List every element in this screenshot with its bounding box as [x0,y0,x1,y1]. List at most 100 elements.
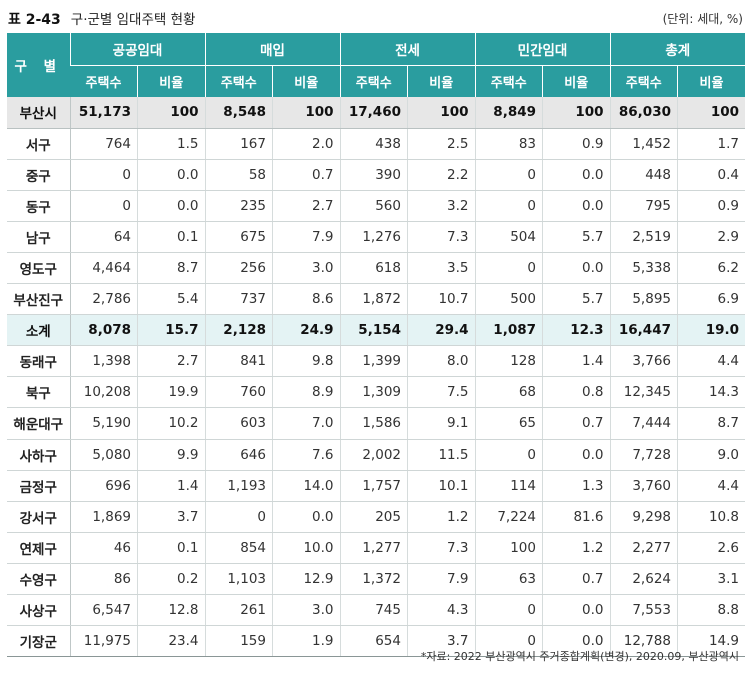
ratio-cell: 8.7 [677,407,745,440]
housing-count-cell: 696 [69,470,138,502]
ratio-cell: 2.0 [272,128,340,160]
housing-count-cell: 8,078 [69,314,138,347]
housing-count-cell: 2,277 [609,532,678,564]
district-header: 구 별 [7,33,70,97]
housing-count-cell: 1,193 [204,470,273,502]
district-name: 사상구 [7,594,71,627]
ratio-cell: 4.4 [677,345,745,378]
ratio-cell: 12.8 [137,594,205,627]
district-name: 중구 [7,159,71,191]
ratio-cell: 1.3 [542,470,610,502]
housing-count-cell: 1,309 [339,376,408,409]
ratio-cell: 7.6 [272,439,340,471]
ratio-cell: 9.8 [272,345,340,378]
housing-count-cell: 7,224 [474,501,543,533]
housing-count-cell: 2,519 [609,221,678,253]
ratio-cell: 3.1 [677,563,745,596]
housing-count-cell: 854 [204,532,273,564]
ratio-cell: 100 [677,97,745,129]
table-title: 구·군별 임대주택 현황 [70,11,196,28]
housing-count-cell: 16,447 [609,314,678,347]
housing-count-cell: 58 [204,159,273,191]
housing-count-cell: 1,399 [339,345,408,378]
housing-count-cell: 5,190 [69,407,138,440]
district-name: 수영구 [7,563,71,596]
housing-count-cell: 17,460 [339,97,408,129]
district-name: 부산시 [7,97,71,129]
ratio-cell: 1.2 [407,501,475,533]
group-header: 매입 [204,33,340,65]
housing-count-cell: 2,002 [339,439,408,471]
housing-count-cell: 64 [69,221,138,253]
count-header: 주택수 [70,64,138,97]
ratio-cell: 3.5 [407,252,475,285]
housing-count-cell: 63 [474,563,543,596]
ratio-cell: 0.1 [137,532,205,564]
housing-count-cell: 167 [204,128,273,160]
table-row: 사하구 5,080 9.9 646 7.6 2,002 11.5 0 0.0 7,728 9.0 [7,439,745,471]
ratio-cell: 10.7 [407,283,475,316]
header-row-sub: 주택수 비율 주택수 비율 주택수 비율 주택수 비율 주택수 비율 [7,64,745,97]
housing-count-cell: 1,869 [69,501,138,533]
table-row: 소계 8,078 15.7 2,128 24.9 5,154 29.4 1,087 12.3 16… [7,314,745,347]
housing-count-cell: 11,975 [69,625,138,658]
ratio-cell: 4.4 [677,470,745,502]
housing-count-cell: 1,586 [339,407,408,440]
housing-count-cell: 1,452 [609,128,678,160]
district-name: 북구 [7,376,71,409]
housing-count-cell: 9,298 [609,501,678,533]
housing-count-cell: 500 [474,283,543,316]
housing-count-cell: 760 [204,376,273,409]
housing-count-cell: 12,345 [609,376,678,409]
housing-count-cell: 205 [339,501,408,533]
ratio-cell: 7.9 [407,563,475,596]
housing-count-cell: 8,849 [474,97,543,129]
ratio-cell: 14.3 [677,376,745,409]
housing-count-cell: 83 [474,128,543,160]
housing-count-cell: 5,154 [339,314,408,347]
table-row: 남구 64 0.1 675 7.9 1,276 7.3 504 5.7 2,519 2.9 [7,221,745,253]
housing-count-cell: 256 [204,252,273,285]
table-row: 북구 10,208 19.9 760 8.9 1,309 7.5 68 0.8 12,345 14.… [7,376,745,409]
ratio-header: 비율 [137,64,205,97]
ratio-cell: 100 [407,97,475,129]
count-header: 주택수 [609,64,678,97]
district-name: 영도구 [7,252,71,285]
ratio-cell: 1.4 [137,470,205,502]
housing-count-cell: 438 [339,128,408,160]
ratio-cell: 10.2 [137,407,205,440]
ratio-cell: 0.0 [542,439,610,471]
ratio-cell: 0.7 [542,407,610,440]
housing-count-cell: 841 [204,345,273,378]
district-name: 금정구 [7,470,71,502]
ratio-cell: 10.8 [677,501,745,533]
header-row-groups: 구 별 공공임대 매입 전세 민간임대 총계 [7,33,745,97]
housing-count-cell: 65 [474,407,543,440]
ratio-cell: 0.2 [137,563,205,596]
housing-count-cell: 5,338 [609,252,678,285]
ratio-cell: 81.6 [542,501,610,533]
ratio-cell: 0.4 [677,159,745,191]
ratio-header: 비율 [542,64,610,97]
housing-count-cell: 46 [69,532,138,564]
table-row: 영도구 4,464 8.7 256 3.0 618 3.5 0 0.0 5,338 6.2 [7,252,745,285]
housing-count-cell: 675 [204,221,273,253]
ratio-header: 비율 [407,64,475,97]
housing-count-cell: 7,444 [609,407,678,440]
count-header: 주택수 [339,64,408,97]
housing-count-cell: 7,728 [609,439,678,471]
housing-count-cell: 654 [339,625,408,658]
ratio-cell: 14.0 [272,470,340,502]
ratio-cell: 5.7 [542,283,610,316]
count-header: 주택수 [204,64,273,97]
housing-count-cell: 10,208 [69,376,138,409]
ratio-cell: 11.5 [407,439,475,471]
group-header: 공공임대 [69,33,205,65]
housing-count-cell: 618 [339,252,408,285]
table-row: 금정구 696 1.4 1,193 14.0 1,757 10.1 114 1.3 3,760 4.… [7,470,745,502]
ratio-cell: 8.8 [677,594,745,627]
housing-count-cell: 4,464 [69,252,138,285]
housing-count-cell: 448 [609,159,678,191]
district-name: 남구 [7,221,71,253]
ratio-cell: 8.6 [272,283,340,316]
